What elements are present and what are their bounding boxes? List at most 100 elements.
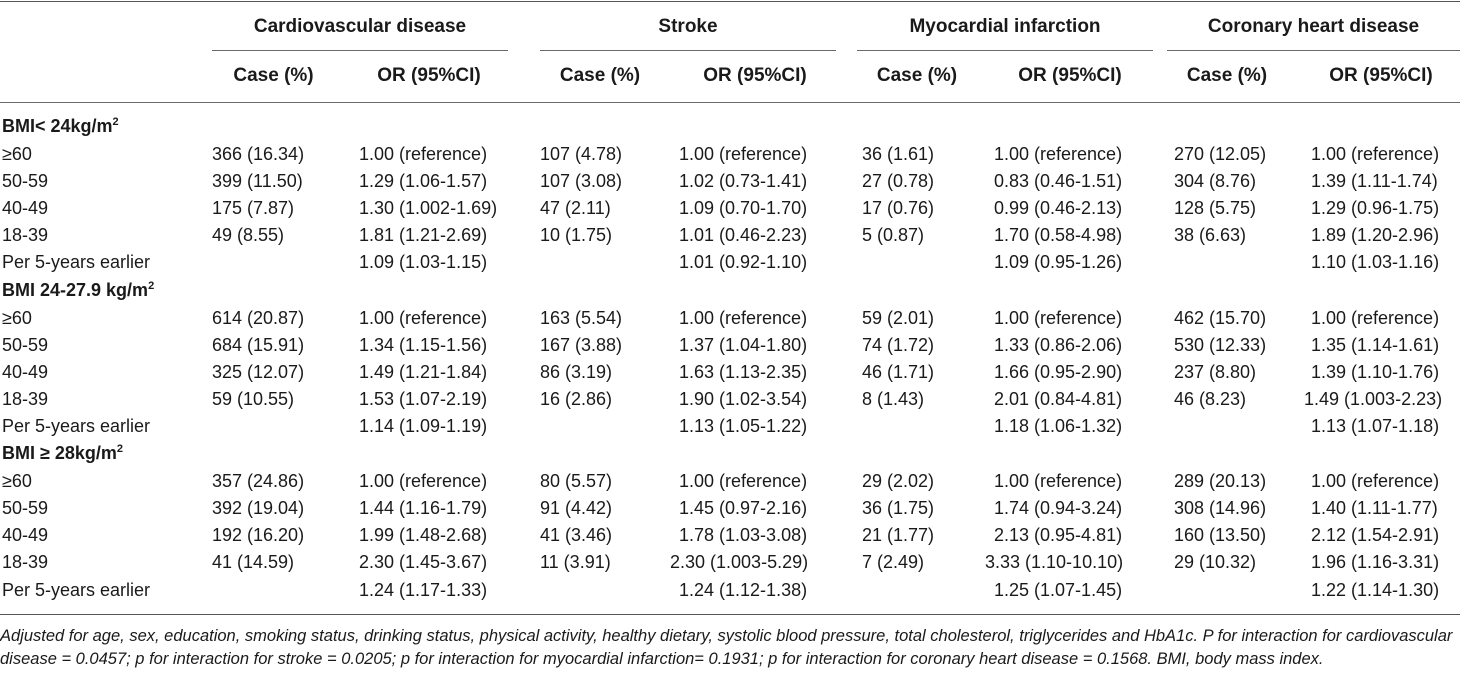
- section-label-text: BMI 24-27.9 kg/m: [2, 280, 149, 300]
- chd-or: 1.40 (1.11-1.77): [1311, 498, 1438, 518]
- cvd-case: 59 (10.55): [212, 389, 295, 409]
- chd-case: 270 (12.05): [1174, 144, 1267, 164]
- table-row: 18-39 49 (8.55) 1.81 (1.21-2.69) 10 (1.7…: [0, 223, 1460, 248]
- chd-case: 46 (8.23): [1174, 389, 1247, 409]
- section-label-text: BMI ≥ 28kg/m: [2, 443, 117, 463]
- age-group: 40-49: [2, 362, 49, 382]
- cvd-or: 1.30 (1.002-1.69): [359, 198, 498, 218]
- mi-case: 59 (2.01): [862, 308, 935, 328]
- table-row: 18-39 59 (10.55) 1.53 (1.07-2.19) 16 (2.…: [0, 387, 1460, 412]
- cvd-case: 392 (19.04): [212, 498, 305, 518]
- chd-case: 29 (10.32): [1174, 552, 1257, 572]
- chd-or: 1.00 (reference): [1311, 308, 1440, 328]
- mi-or: 1.74 (0.94-3.24): [994, 498, 1123, 518]
- table-row: ≥60 357 (24.86) 1.00 (reference) 80 (5.5…: [0, 469, 1460, 494]
- stroke-case: 167 (3.88): [540, 335, 623, 355]
- stroke-or: 1.13 (1.05-1.22): [679, 416, 808, 436]
- cvd-or: 1.14 (1.09-1.19): [359, 416, 488, 436]
- cvd-or: 1.44 (1.16-1.79): [359, 498, 488, 518]
- table-row: ≥60 366 (16.34) 1.00 (reference) 107 (4.…: [0, 142, 1460, 167]
- mi-or: 1.00 (reference): [994, 308, 1123, 328]
- stroke-or: 1.01 (0.92-1.10): [679, 252, 808, 272]
- stroke-case: 80 (5.57): [540, 471, 613, 491]
- age-group: 50-59: [2, 171, 49, 191]
- group-underline-chd: [1167, 50, 1460, 51]
- group-underline-stroke: [540, 50, 836, 51]
- table-row: 40-49 325 (12.07) 1.49 (1.21-1.84) 86 (3…: [0, 360, 1460, 385]
- stroke-or: 1.63 (1.13-2.35): [679, 362, 808, 382]
- table-row: ≥60 614 (20.87) 1.00 (reference) 163 (5.…: [0, 306, 1460, 331]
- stroke-case: 86 (3.19): [540, 362, 613, 382]
- section-label-text: BMI< 24kg/m: [2, 116, 113, 136]
- age-group: Per 5-years earlier: [2, 252, 151, 272]
- table-row: 50-59 399 (11.50) 1.29 (1.06-1.57) 107 (…: [0, 169, 1460, 194]
- header-bottom-rule: [0, 102, 1460, 103]
- section-label-superscript: 2: [148, 280, 155, 292]
- age-group: Per 5-years earlier: [2, 416, 151, 436]
- table-row: Per 5-years earlier 1.24 (1.17-1.33) 1.2…: [0, 578, 1460, 603]
- table-bottom-rule: [0, 614, 1460, 615]
- stroke-case: 16 (2.86): [540, 389, 613, 409]
- table-row: 50-59 392 (19.04) 1.44 (1.16-1.79) 91 (4…: [0, 496, 1460, 521]
- stroke-or: 1.02 (0.73-1.41): [679, 171, 808, 191]
- chd-case: 304 (8.76): [1174, 171, 1257, 191]
- section-label: BMI 24-27.9 kg/m2: [2, 278, 154, 303]
- subheader-case: Case (%): [559, 65, 641, 86]
- chd-or: 1.13 (1.07-1.18): [1311, 416, 1440, 436]
- table-row: 50-59 684 (15.91) 1.34 (1.15-1.56) 167 (…: [0, 333, 1460, 358]
- stroke-or: 1.90 (1.02-3.54): [679, 389, 808, 409]
- age-group: 40-49: [2, 198, 49, 218]
- age-group: 18-39: [2, 389, 49, 409]
- mi-or: 1.18 (1.06-1.32): [994, 416, 1123, 436]
- stroke-case: 10 (1.75): [540, 225, 613, 245]
- subheader-or: OR (95%CI): [1329, 65, 1433, 86]
- cvd-case: 399 (11.50): [212, 171, 303, 191]
- age-group: 18-39: [2, 552, 49, 572]
- subheader-case: Case (%): [1186, 65, 1268, 86]
- stroke-case: 107 (3.08): [540, 171, 623, 191]
- chd-or: 1.39 (1.10-1.76): [1311, 362, 1440, 382]
- cvd-or: 1.53 (1.07-2.19): [359, 389, 488, 409]
- mi-or: 2.13 (0.95-4.81): [994, 525, 1123, 545]
- age-group: ≥60: [2, 308, 32, 328]
- cvd-case: 357 (24.86): [212, 471, 305, 491]
- age-group: ≥60: [2, 144, 32, 164]
- chd-case: 308 (14.96): [1174, 498, 1267, 518]
- chd-or: 1.29 (0.96-1.75): [1311, 198, 1440, 218]
- chd-or: 1.39 (1.11-1.74): [1311, 171, 1438, 191]
- chd-or: 1.96 (1.16-3.31): [1311, 552, 1440, 572]
- cvd-case: 325 (12.07): [212, 362, 305, 382]
- subheader-or: OR (95%CI): [1018, 65, 1122, 86]
- chd-or: 1.10 (1.03-1.16): [1311, 252, 1440, 272]
- chd-case: 462 (15.70): [1174, 308, 1267, 328]
- chd-or: 1.00 (reference): [1311, 471, 1440, 491]
- mi-or: 1.66 (0.95-2.90): [994, 362, 1123, 382]
- table-top-rule: [0, 1, 1460, 2]
- section-header-row: BMI< 24kg/m2: [0, 114, 1460, 139]
- section-header-row: BMI 24-27.9 kg/m2: [0, 278, 1460, 303]
- mi-or: 1.70 (0.58-4.98): [994, 225, 1123, 245]
- table-row: 40-49 175 (7.87) 1.30 (1.002-1.69) 47 (2…: [0, 196, 1460, 221]
- mi-case: 5 (0.87): [862, 225, 925, 245]
- subheader-or: OR (95%CI): [703, 65, 807, 86]
- mi-case: 46 (1.71): [862, 362, 935, 382]
- cvd-case: 41 (14.59): [212, 552, 295, 572]
- chd-case: 38 (6.63): [1174, 225, 1247, 245]
- mi-case: 36 (1.75): [862, 498, 935, 518]
- age-group: ≥60: [2, 471, 32, 491]
- cvd-or: 1.09 (1.03-1.15): [359, 252, 488, 272]
- mi-case: 27 (0.78): [862, 171, 935, 191]
- stroke-or: 1.00 (reference): [679, 144, 808, 164]
- section-label-superscript: 2: [112, 116, 119, 128]
- subheader-case: Case (%): [233, 65, 314, 86]
- stroke-or: 1.01 (0.46-2.23): [679, 225, 808, 245]
- stroke-case: 107 (4.78): [540, 144, 623, 164]
- cvd-or: 1.00 (reference): [359, 471, 488, 491]
- cvd-or: 1.00 (reference): [359, 144, 488, 164]
- chd-case: 237 (8.80): [1174, 362, 1257, 382]
- section-header-row: BMI ≥ 28kg/m2: [0, 441, 1460, 466]
- age-group: 18-39: [2, 225, 49, 245]
- mi-or: 1.09 (0.95-1.26): [994, 252, 1123, 272]
- cvd-case: 192 (16.20): [212, 525, 305, 545]
